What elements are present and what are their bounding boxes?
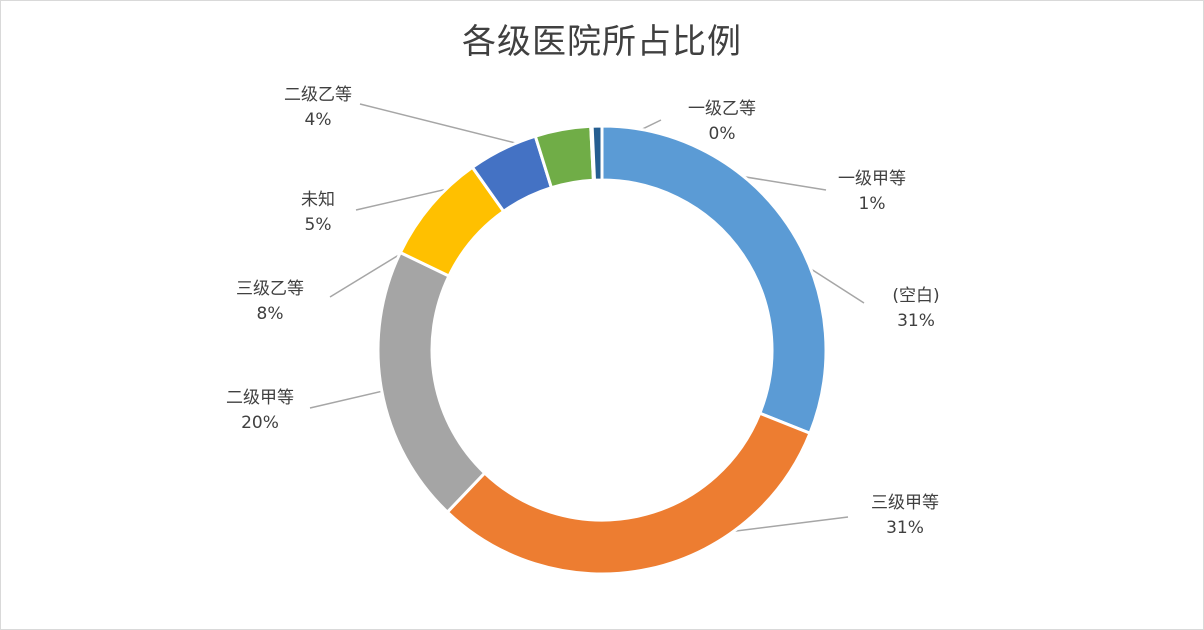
- donut-slices: [376, 124, 828, 576]
- slice-percent-label: 4%: [305, 110, 332, 130]
- slice-category-label: 二级甲等: [226, 388, 294, 408]
- slice-category-label: 三级甲等: [871, 493, 939, 513]
- slice-percent-label: 1%: [859, 194, 886, 214]
- donut-slice: [590, 124, 604, 182]
- slice-percent-label: 31%: [886, 518, 924, 538]
- donut-slice: [600, 124, 828, 436]
- slice-category-label: 二级乙等: [284, 85, 352, 105]
- slice-category-label: 未知: [301, 190, 335, 210]
- slice-percent-label: 0%: [709, 124, 736, 144]
- slice-category-label: 三级乙等: [236, 279, 304, 299]
- slice-category-label: (空白): [892, 286, 939, 306]
- slice-category-label: 一级乙等: [688, 99, 756, 119]
- chart-title: 各级医院所占比例: [462, 22, 742, 62]
- data-labels: (空白) 31% 三级甲等 31% 二级甲等 20% 三级乙等 8% 未知 5% 二级乙等 4% 一级乙…: [226, 85, 940, 538]
- slice-percent-label: 31%: [897, 311, 935, 331]
- slice-percent-label: 20%: [241, 413, 279, 433]
- donut-slice: [445, 411, 812, 576]
- donut-slice: [376, 250, 487, 515]
- slice-percent-label: 8%: [257, 304, 284, 324]
- slice-percent-label: 5%: [305, 215, 332, 235]
- slice-category-label: 一级甲等: [838, 169, 906, 189]
